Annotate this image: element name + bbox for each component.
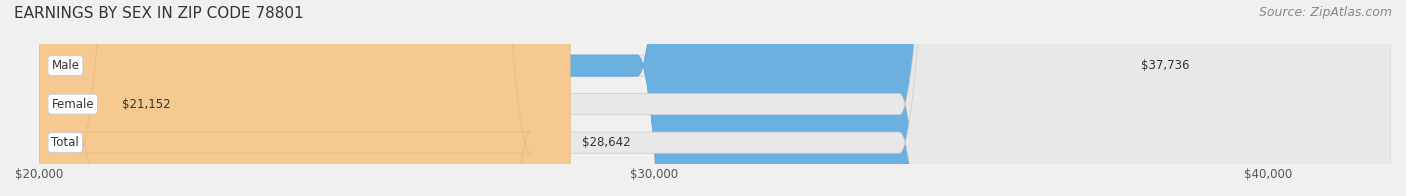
FancyBboxPatch shape <box>39 0 1391 196</box>
FancyBboxPatch shape <box>39 0 1391 196</box>
FancyBboxPatch shape <box>0 0 530 196</box>
FancyBboxPatch shape <box>39 0 571 196</box>
Text: Source: ZipAtlas.com: Source: ZipAtlas.com <box>1258 6 1392 19</box>
Text: Female: Female <box>52 98 94 111</box>
FancyBboxPatch shape <box>39 0 1391 196</box>
FancyBboxPatch shape <box>39 0 1129 196</box>
Text: $37,736: $37,736 <box>1142 59 1189 72</box>
Text: Male: Male <box>52 59 79 72</box>
Text: $28,642: $28,642 <box>582 136 631 149</box>
Text: Total: Total <box>52 136 79 149</box>
Text: $21,152: $21,152 <box>122 98 170 111</box>
Text: EARNINGS BY SEX IN ZIP CODE 78801: EARNINGS BY SEX IN ZIP CODE 78801 <box>14 6 304 21</box>
